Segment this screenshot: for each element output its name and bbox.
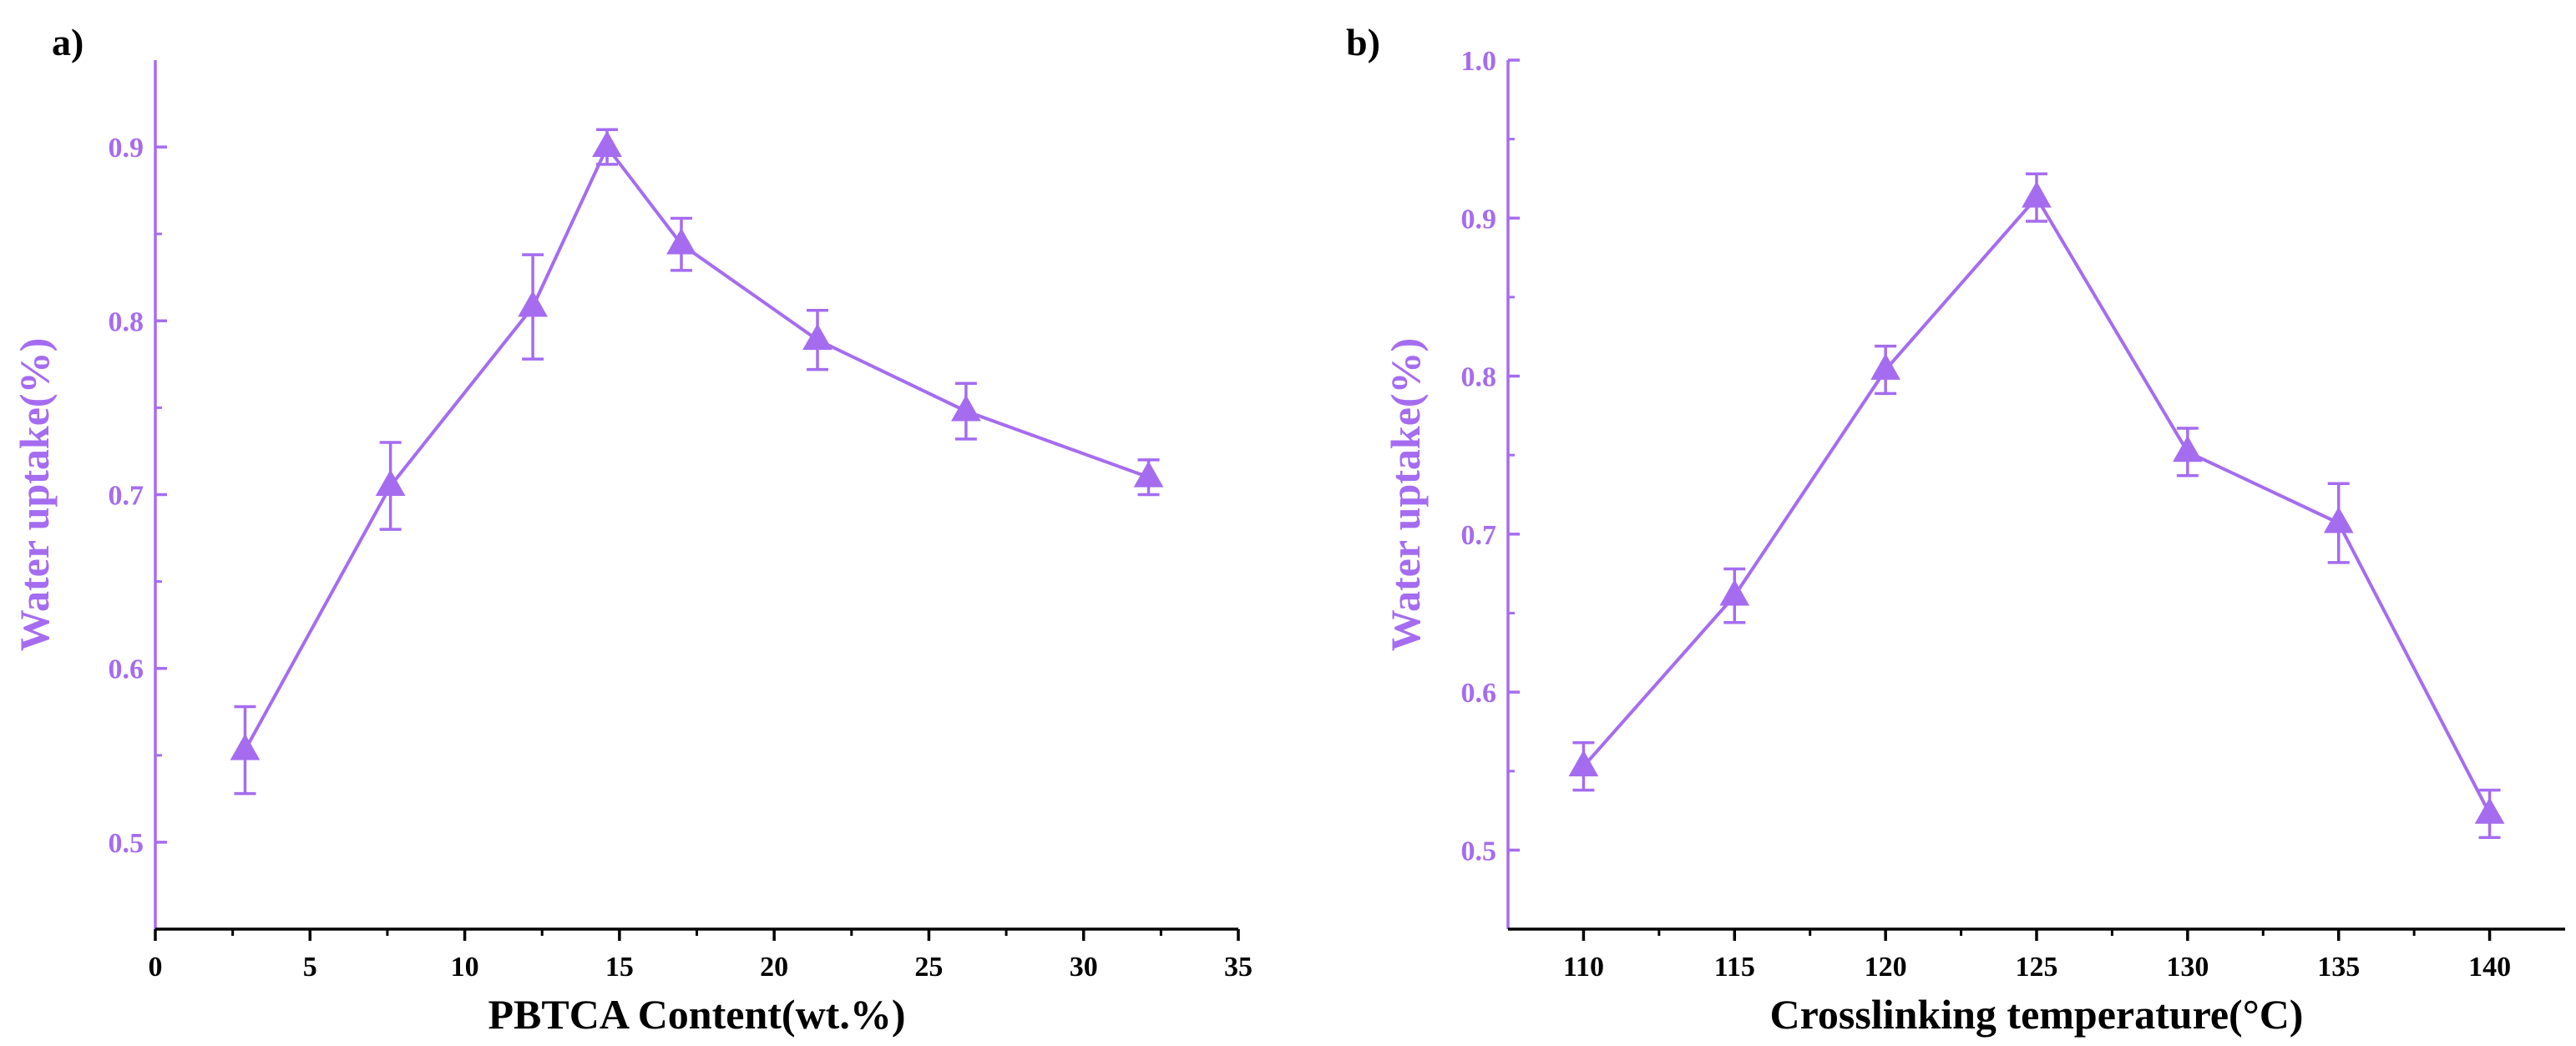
data-point-b (1719, 579, 1750, 606)
panel-label-a: a) (52, 21, 84, 63)
data-point-a (802, 323, 833, 351)
x-tick-label-b: 120 (1865, 952, 1907, 983)
y-tick-label-a: 0.6 (109, 654, 144, 685)
x-tick-label-a: 15 (605, 952, 634, 983)
y-tick-label-b: 1.0 (1461, 46, 1497, 77)
data-point-b (2022, 181, 2052, 208)
chart-panel-a: a) 0.5 0.6 0.7 0.8 0.9 0 5 10 15 20 25 30 35 PBTCA Con… (11, 21, 1253, 1038)
data-point-a (375, 469, 406, 496)
x-tick-label-a: 30 (1070, 952, 1098, 983)
y-tick-label-b: 0.8 (1461, 362, 1497, 393)
x-tick-label-b: 125 (2016, 952, 2058, 983)
data-point-b (1568, 750, 1599, 776)
data-point-a (951, 394, 981, 422)
data-point-b (2474, 797, 2505, 824)
y-tick-label-a: 0.9 (109, 133, 144, 164)
y-tick-label-b: 0.6 (1461, 678, 1497, 709)
y-tick-label-b: 0.5 (1461, 836, 1497, 867)
x-tick-label-a: 10 (451, 952, 479, 983)
y-tick-label-a: 0.5 (109, 828, 144, 859)
x-tick-label-b: 110 (1563, 952, 1604, 983)
x-tick-label-b: 135 (2317, 952, 2360, 983)
x-axis-title-b: Crosslinking temperature(°C) (1770, 991, 2304, 1038)
y-tick-label-b: 0.9 (1461, 204, 1497, 235)
chart-panel-b: b) 0.5 0.6 0.7 0.8 0.9 1.0 110 115 120 125 130 135 14… (1346, 21, 2565, 1038)
data-point-a (1133, 461, 1164, 488)
x-tick-label-b: 115 (1714, 952, 1755, 983)
data-point-b (2172, 435, 2203, 462)
y-tick-label-a: 0.8 (109, 306, 144, 337)
x-tick-label-a: 35 (1224, 952, 1253, 983)
x-tick-label-a: 5 (303, 952, 317, 983)
x-axis-title-a: PBTCA Content(wt.%) (488, 991, 906, 1038)
x-tick-label-a: 20 (760, 952, 788, 983)
x-tick-label-a: 25 (914, 952, 943, 983)
x-tick-label-b: 130 (2166, 952, 2209, 983)
y-axis-title-a: Water uptake(%) (11, 338, 58, 651)
series-line-a (243, 144, 1150, 751)
data-point-a (518, 291, 548, 317)
data-point-a (230, 733, 261, 760)
y-tick-label-b: 0.7 (1461, 520, 1497, 551)
series-line-b (1582, 195, 2492, 815)
y-axis-title-b: Water uptake(%) (1382, 338, 1429, 651)
x-tick-label-a: 0 (149, 952, 163, 983)
data-point-a (592, 130, 622, 157)
data-point-b (2323, 506, 2354, 533)
y-tick-label-a: 0.7 (109, 481, 144, 512)
panel-label-b: b) (1346, 21, 1380, 63)
data-point-a (666, 228, 696, 255)
data-point-b (1870, 353, 1901, 380)
x-tick-label-b: 140 (2468, 952, 2511, 983)
